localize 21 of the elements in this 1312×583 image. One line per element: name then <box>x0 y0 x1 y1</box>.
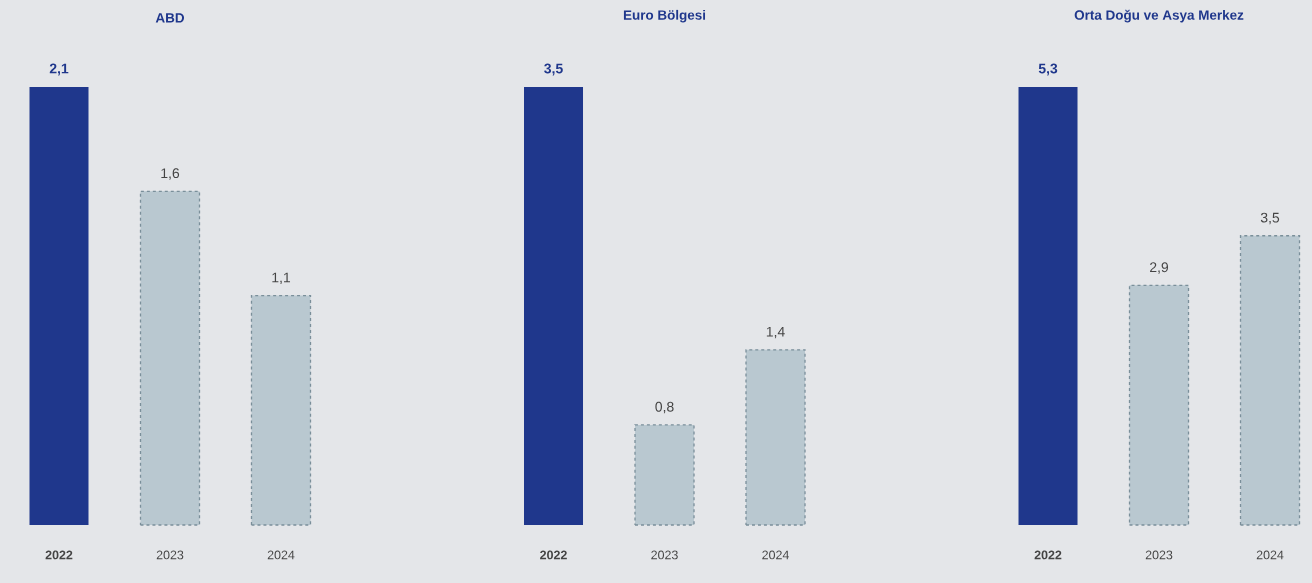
chart-title: Euro Bölgesi <box>623 9 706 23</box>
chart-title: ABD <box>155 13 185 23</box>
data-label: 1,4 <box>766 326 785 339</box>
x-tick-label: 2022 <box>1034 550 1062 560</box>
data-label: 5,3 <box>1038 63 1058 76</box>
x-tick-label: 2023 <box>651 550 678 560</box>
x-tick-label: 2024 <box>1256 550 1284 560</box>
data-label: 3,5 <box>1260 212 1280 225</box>
data-label: 0,8 <box>655 401 674 414</box>
data-label: 1,6 <box>161 168 180 180</box>
x-tick-label: 2024 <box>762 550 789 560</box>
chart-title: Orta Doğu ve Asya Merkez <box>1074 9 1244 23</box>
x-tick-label: 2022 <box>540 550 567 560</box>
data-label: 2,9 <box>1150 262 1169 274</box>
x-tick-label: 2023 <box>156 550 184 560</box>
data-label: 3,5 <box>544 63 563 76</box>
x-tick-label: 2022 <box>45 550 73 560</box>
x-tick-label: 2023 <box>1145 550 1173 560</box>
data-label: 1,1 <box>272 272 291 285</box>
x-tick-label: 2024 <box>267 550 295 560</box>
data-label: 2,1 <box>49 63 69 76</box>
